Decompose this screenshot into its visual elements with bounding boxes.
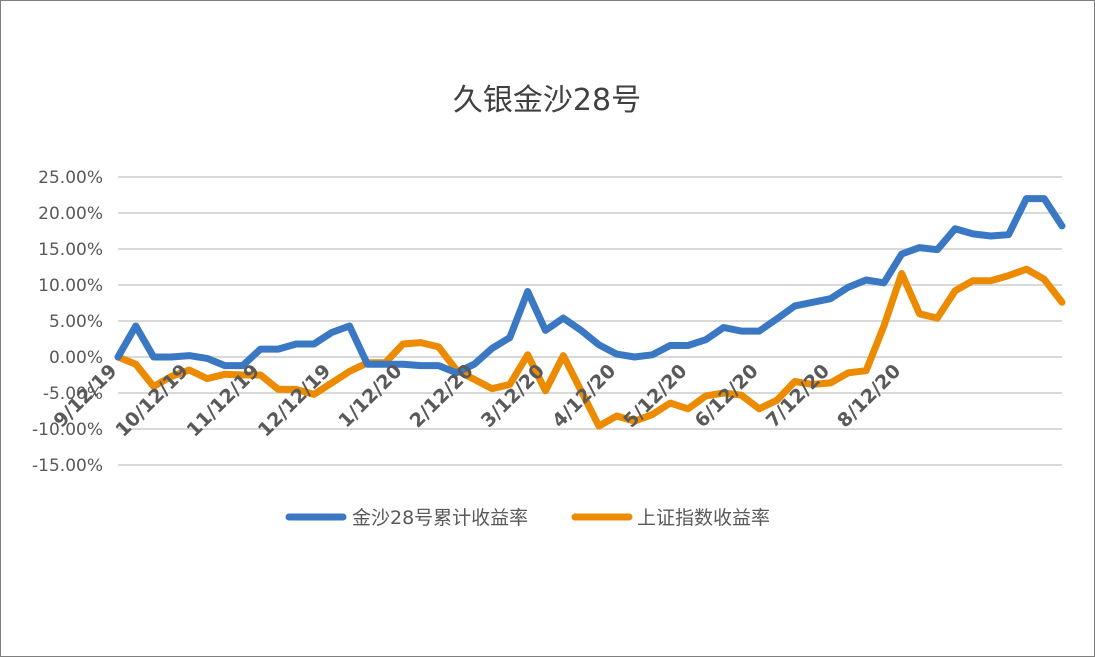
gridlines	[118, 176, 1062, 466]
y-axis-tick-labels: 25.00% 20.00% 15.00% 10.00% 5.00% 0.00% -5.00%…	[32, 168, 103, 476]
y-tick-label: -10.00%	[32, 420, 103, 440]
y-tick-label: 5.00%	[49, 312, 103, 332]
y-tick-label: 25.00%	[38, 168, 103, 188]
y-tick-label: 20.00%	[38, 204, 103, 224]
x-tick-label: 7/12/20	[762, 360, 834, 432]
x-tick-label: 2/12/20	[406, 360, 478, 432]
legend-label: 金沙28号累计收益率	[352, 507, 528, 529]
y-tick-label: -5.00%	[43, 384, 103, 404]
sse-index-return-line	[114, 265, 1066, 430]
legend-label: 上证指数收益率	[637, 507, 770, 529]
series-lines	[114, 195, 1066, 430]
jinsha-28-cumulative-return-line	[114, 195, 1066, 377]
x-tick-label: 3/12/20	[477, 360, 549, 432]
legend: 金沙28号累计收益率 上证指数收益率	[285, 507, 770, 529]
x-tick-label: 5/12/20	[619, 360, 691, 432]
chart-title: 久银金沙28号	[453, 83, 641, 118]
y-tick-label: 10.00%	[38, 276, 103, 296]
y-tick-label: 0.00%	[49, 348, 103, 368]
y-tick-label: -15.00%	[32, 456, 103, 476]
y-tick-label: 15.00%	[38, 240, 103, 260]
